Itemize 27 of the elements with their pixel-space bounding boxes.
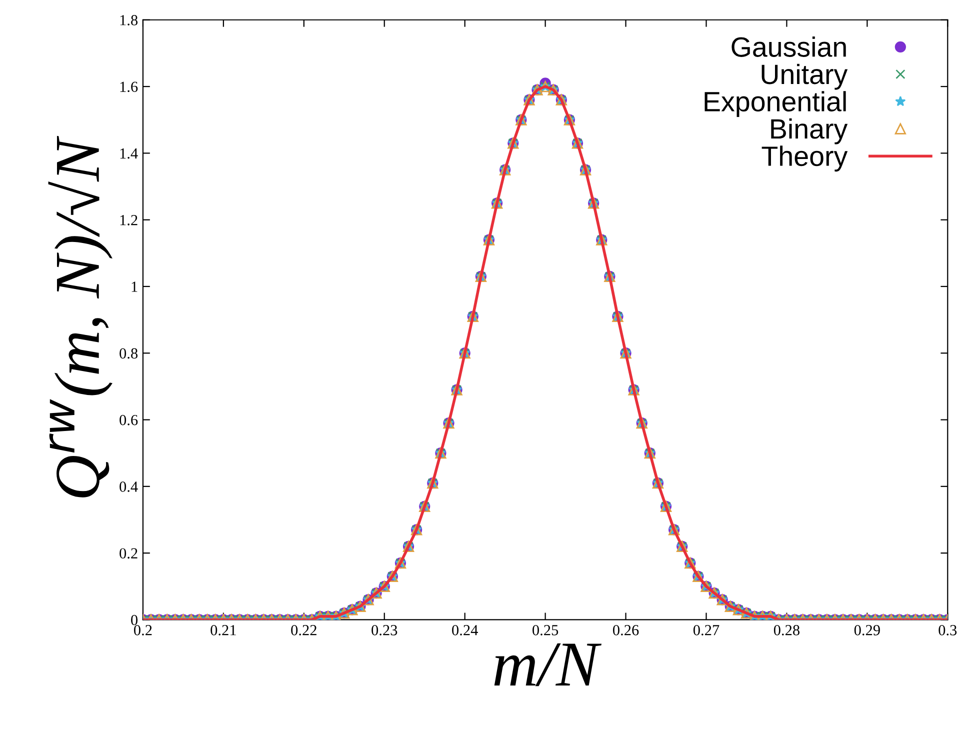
- x-tick-label: 0.25: [532, 625, 558, 636]
- x-tick-label: 0.22: [291, 625, 316, 636]
- x-tick-label: 0.21: [210, 625, 236, 636]
- legend-label: Exponential: [704, 91, 846, 117]
- x-axis-title: m/N: [494, 643, 602, 686]
- x-tick-label: 0.23: [372, 625, 398, 636]
- legend-label: Unitary: [762, 64, 848, 90]
- y-tick-label: 0: [131, 614, 138, 626]
- x-tick-label: 0.28: [774, 625, 800, 636]
- x-tick-label: 0.24: [452, 625, 478, 636]
- y-tick-label: 1.2: [120, 215, 138, 226]
- y-tick-label: 1.4: [120, 148, 138, 159]
- y-tick-label: 1.6: [120, 82, 138, 92]
- y-tick-label: 0.6: [120, 414, 138, 426]
- y-tick-label: 0.4: [120, 482, 138, 492]
- y-tick-label: 0.2: [120, 548, 138, 559]
- y-tick-label: 0.8: [120, 348, 138, 359]
- x-tick-label: 0.26: [612, 625, 639, 636]
- x-tick-label: 0.3: [938, 625, 957, 636]
- x-tick-label: 0.29: [854, 625, 880, 636]
- y-tick-label: 1: [132, 282, 138, 292]
- x-tick-label: 0.27: [693, 625, 720, 636]
- legend-label: Gaussian: [732, 36, 846, 57]
- y-axis-title: Q$^{rw}$(m, N)/√N: [48, 136, 112, 498]
- y-tick-label: 1.8: [120, 15, 138, 26]
- legend-label: Theory: [762, 146, 848, 172]
- legend-label: Binary: [771, 118, 848, 144]
